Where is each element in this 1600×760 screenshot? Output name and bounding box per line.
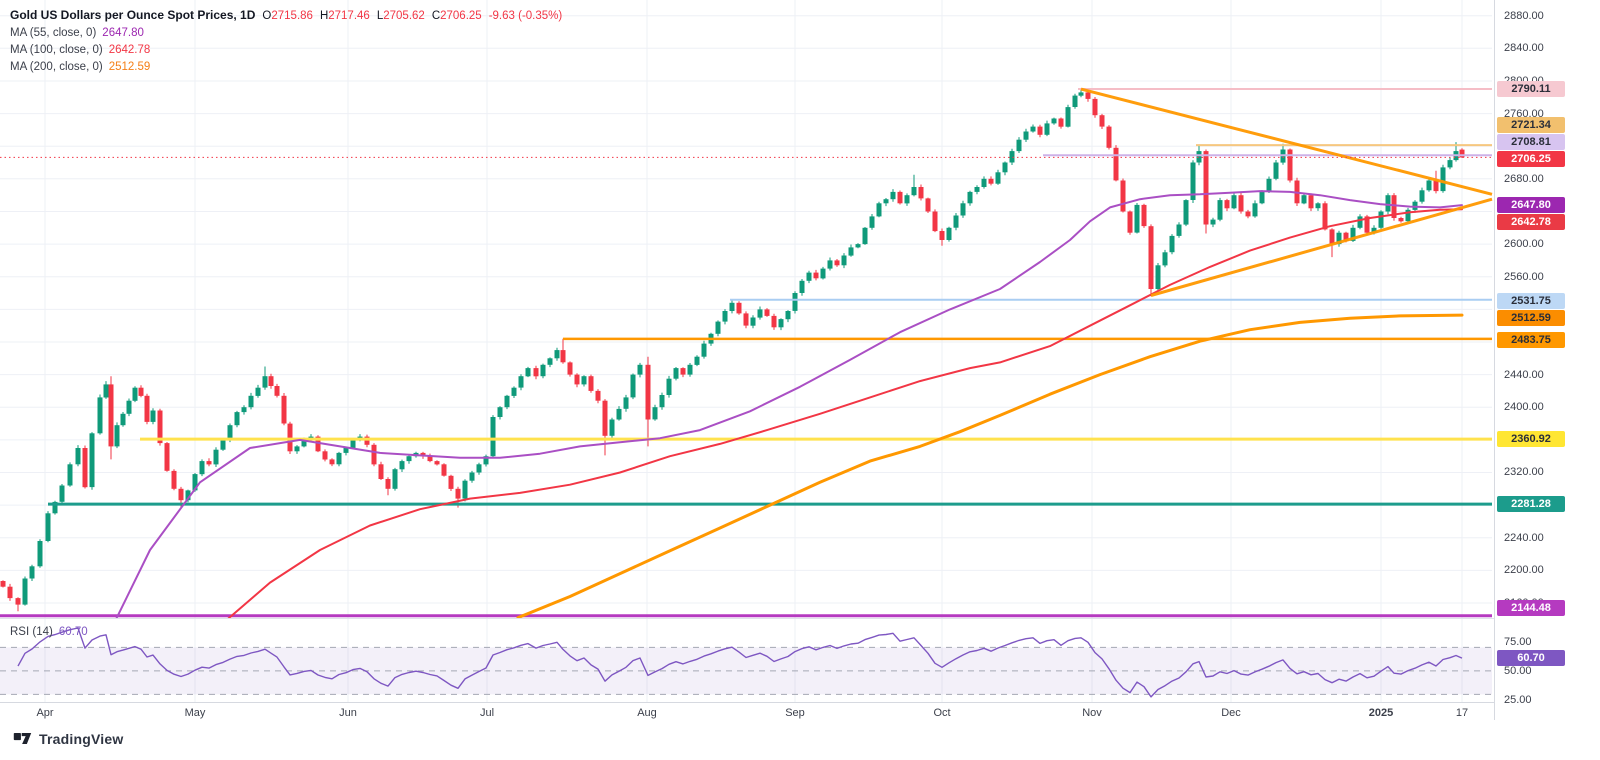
time-axis-label: Jul (479, 707, 495, 719)
close-value: 2706.25 (440, 10, 482, 22)
time-axis-label: 17 (1455, 707, 1469, 719)
high-label: H (319, 10, 329, 22)
price-tag: 2790.11 (1497, 81, 1565, 97)
price-tag: 2531.75 (1497, 293, 1565, 309)
indicator-row-ma55[interactable]: MA (55, close, 0) 2647.80 (10, 27, 144, 39)
price-tag: 2512.59 (1497, 310, 1565, 326)
price-tag: 2647.80 (1497, 197, 1565, 213)
price-tag: 2281.28 (1497, 496, 1565, 512)
price-tag: 2708.81 (1497, 134, 1565, 150)
low-label: L (376, 10, 384, 22)
low-value: 2705.62 (383, 10, 425, 22)
ma200-value: 2512.59 (108, 61, 151, 73)
price-tick-label: 2680.00 (1504, 173, 1544, 185)
open-value: 2715.86 (271, 10, 313, 22)
chart-plot-area[interactable] (0, 0, 1494, 702)
price-tick-label: 2440.00 (1504, 369, 1544, 381)
pane-separator[interactable] (0, 618, 1494, 619)
open-label: O (262, 10, 272, 22)
time-axis-label: Aug (637, 707, 657, 719)
rsi-line (17, 627, 1463, 698)
ma-line-ma55 (115, 190, 1463, 618)
rsi-band (0, 646, 1492, 695)
candlestick-series (0, 89, 1465, 612)
time-axis-label: 2025 (1368, 707, 1394, 719)
price-tick-label: 2200.00 (1504, 564, 1544, 576)
time-axis-label: Nov (1082, 707, 1102, 719)
price-tick-label: 2320.00 (1504, 466, 1544, 478)
time-axis-label: May (184, 707, 206, 719)
rsi-value: 60.70 (58, 626, 88, 638)
trendlines (1080, 87, 1493, 297)
time-axis-label: Dec (1221, 707, 1241, 719)
grid-lines (0, 0, 1492, 702)
tradingview-logo-text: TradingView (39, 730, 124, 747)
horizontal-levels (0, 88, 1492, 618)
symbol-legend-row[interactable]: Gold US Dollars per Ounce Spot Prices, 1… (10, 7, 562, 25)
price-tick-label: 2400.00 (1504, 401, 1544, 413)
price-tag: 2721.34 (1497, 117, 1565, 133)
ma55-value: 2647.80 (102, 27, 144, 39)
symbol-title: Gold US Dollars per Ounce Spot Prices, 1… (10, 8, 256, 22)
price-tick-label: 2840.00 (1504, 42, 1544, 54)
price-axis[interactable]: 2880.002840.002800.002760.002680.002600.… (1494, 0, 1600, 720)
price-tick-label: 2880.00 (1504, 10, 1544, 22)
price-tag: 2144.48 (1497, 600, 1565, 616)
rsi-tick-label: 50.00 (1504, 665, 1532, 677)
time-axis-label: Sep (785, 707, 805, 719)
high-value: 2717.46 (328, 10, 370, 22)
change-value: -9.63 (-0.35%) (488, 10, 563, 22)
price-and-rsi-canvas[interactable] (0, 0, 1494, 702)
chart-legend: Gold US Dollars per Ounce Spot Prices, 1… (10, 7, 562, 76)
time-axis[interactable]: Apr May Jun Jul Aug Sep Oct Nov Dec 2025 17 (0, 702, 1494, 723)
price-tick-label: 2560.00 (1504, 271, 1544, 283)
time-axis-label: Oct (933, 707, 951, 719)
price-tick-label: 2600.00 (1504, 238, 1544, 250)
rsi-tick-label: 25.00 (1504, 694, 1532, 706)
tradingview-logo-icon (13, 732, 32, 745)
ma-line-ma200 (516, 313, 1464, 618)
time-axis-label: Apr (36, 707, 54, 719)
rsi-label: RSI (14) (10, 626, 53, 638)
indicator-row-ma200[interactable]: MA (200, close, 0) 2512.59 (10, 61, 151, 73)
price-tag: 2483.75 (1497, 332, 1565, 348)
ma-line-ma100 (227, 208, 1463, 618)
time-axis-label: Jun (339, 707, 357, 719)
price-tag: 2706.25 (1497, 151, 1565, 167)
price-tick-label: 2240.00 (1504, 532, 1544, 544)
indicator-row-ma100[interactable]: MA (100, close, 0) 2642.78 (10, 44, 151, 56)
tradingview-attribution[interactable]: TradingView (13, 729, 123, 748)
rsi-legend-row[interactable]: RSI (14) 60.70 (10, 624, 88, 641)
rsi-tick-label: 75.00 (1504, 636, 1532, 648)
ma100-value: 2642.78 (108, 44, 151, 56)
rsi-value-tag: 60.70 (1497, 650, 1565, 666)
price-tag: 2360.92 (1497, 431, 1565, 447)
close-label: C (431, 10, 441, 22)
price-tag: 2642.78 (1497, 214, 1565, 230)
